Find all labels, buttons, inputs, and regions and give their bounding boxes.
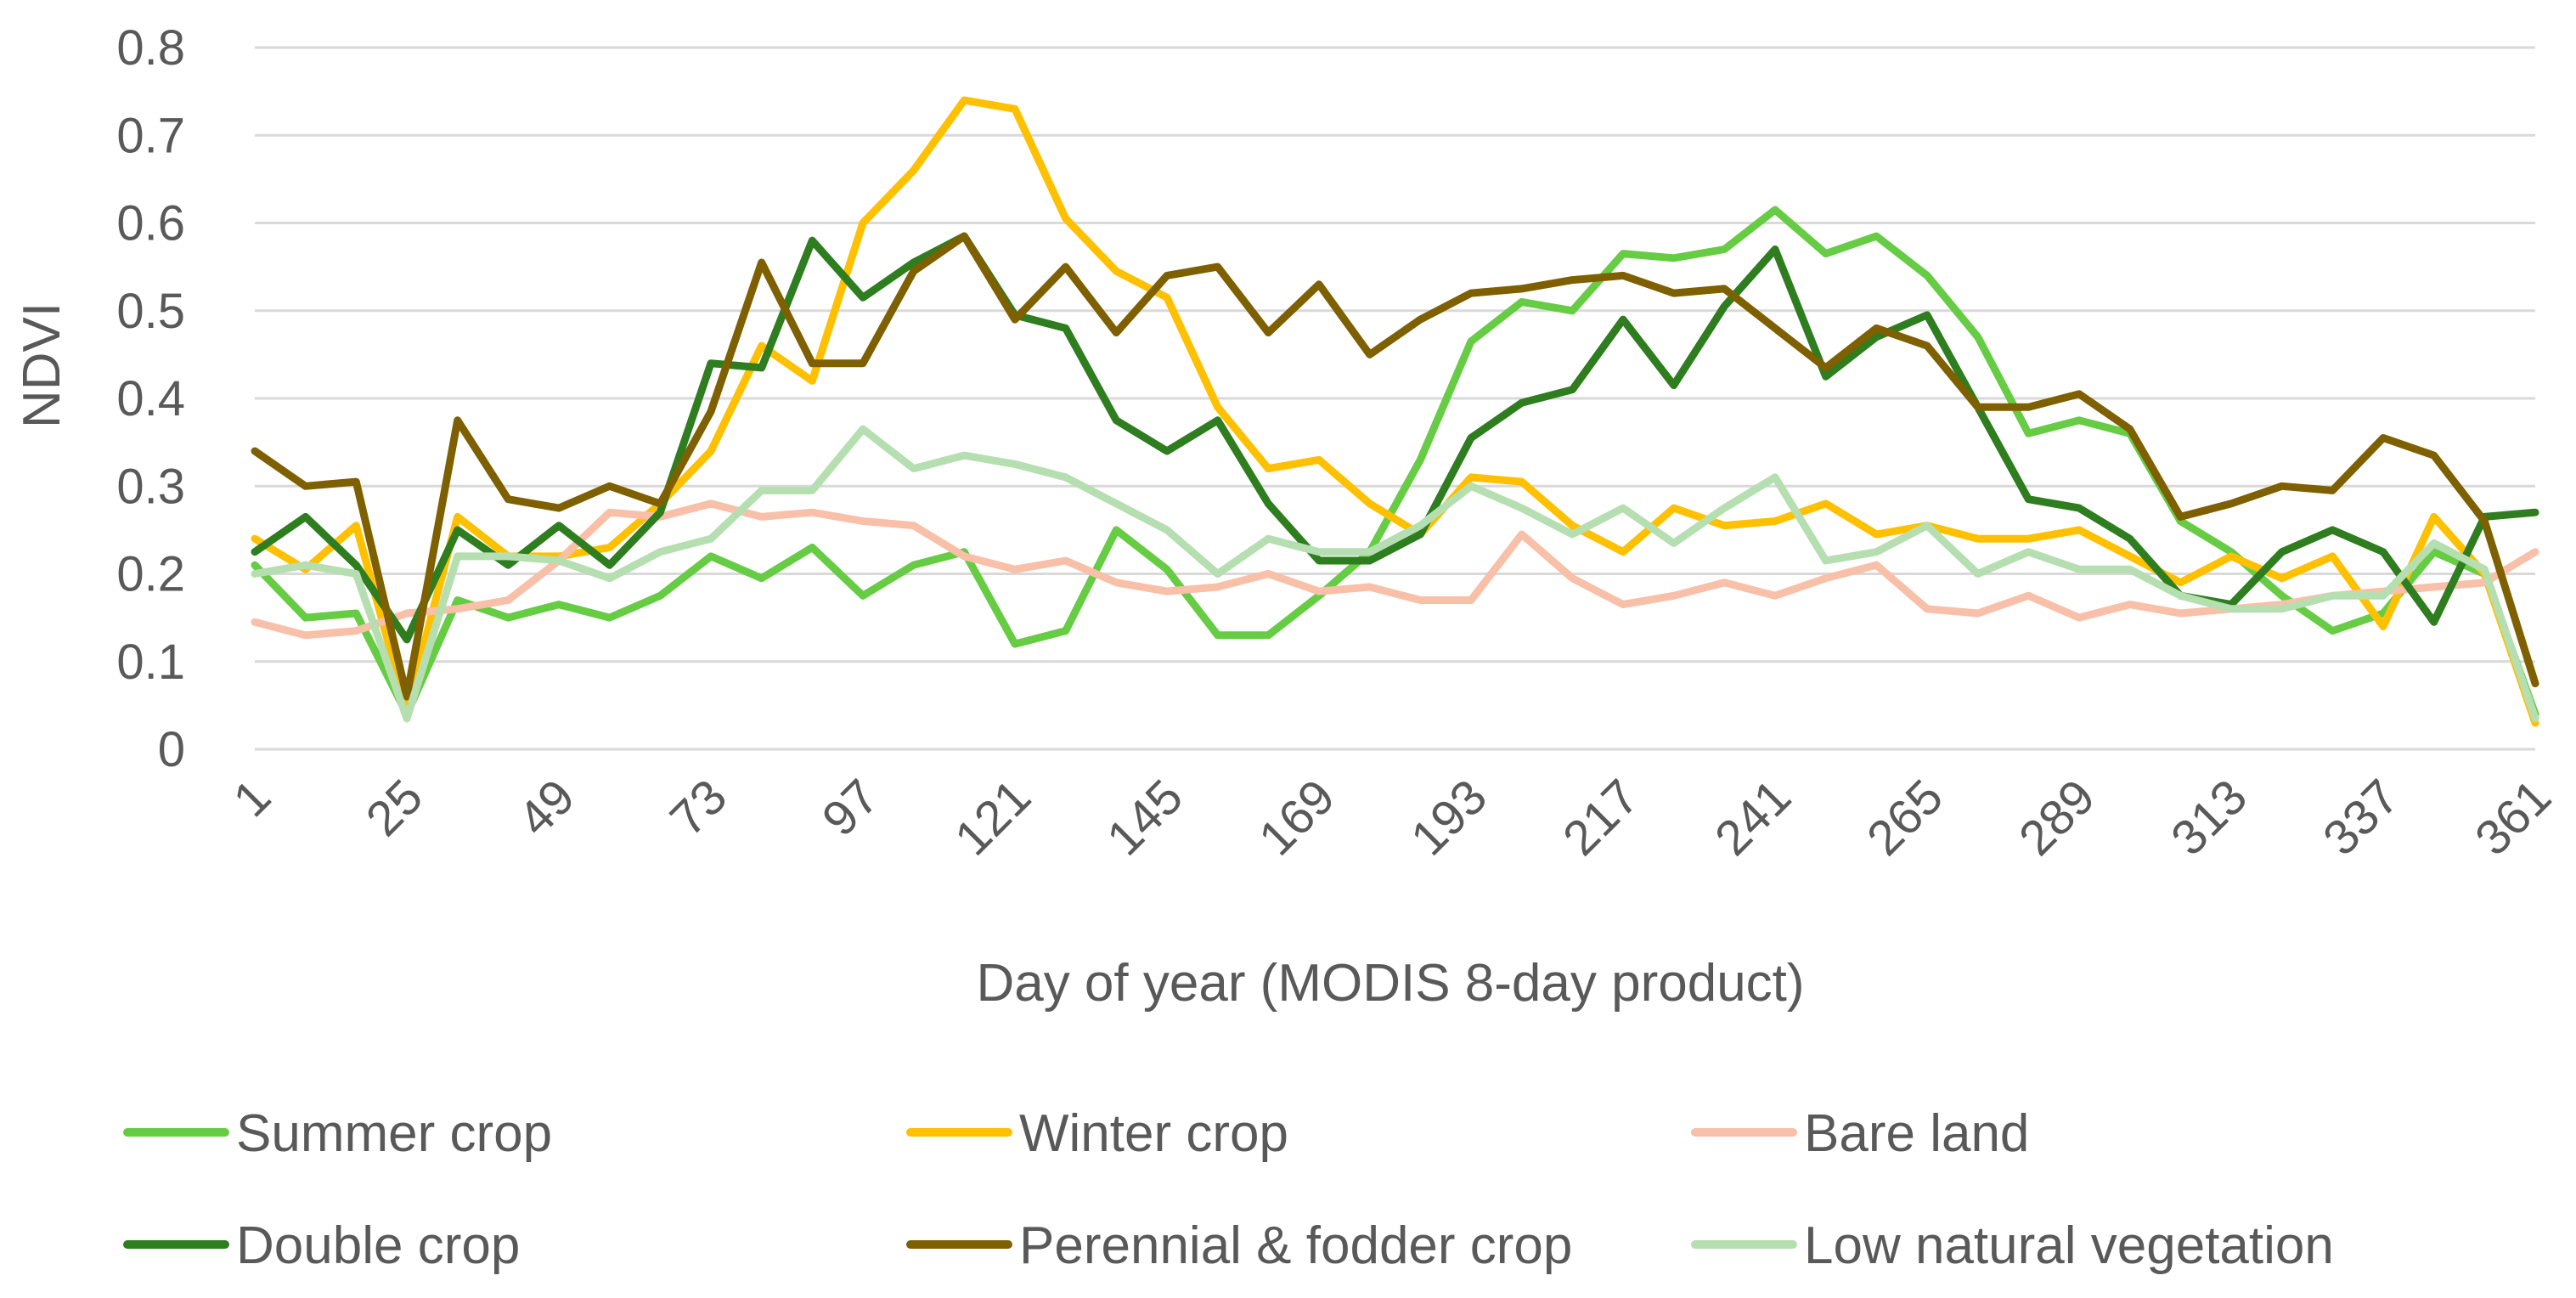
x-tick-label: 361 bbox=[2465, 769, 2562, 866]
x-tick-label: 265 bbox=[1857, 769, 1953, 866]
legend-label: Bare land bbox=[1804, 1104, 2029, 1163]
legend-label: Double crop bbox=[236, 1216, 520, 1275]
x-tick-label: 73 bbox=[660, 769, 738, 847]
y-tick-label: 0.2 bbox=[116, 547, 185, 602]
y-tick-label: 0.8 bbox=[116, 20, 185, 76]
y-tick-label: 0.5 bbox=[116, 284, 185, 339]
y-tick-label: 0 bbox=[158, 722, 185, 777]
x-tick-label: 1 bbox=[223, 769, 281, 827]
series-lines bbox=[251, 96, 2539, 727]
x-tick-label: 193 bbox=[1401, 769, 1497, 866]
y-tick-label: 0.4 bbox=[116, 371, 185, 426]
gridlines bbox=[255, 46, 2535, 751]
x-tick-label: 25 bbox=[356, 769, 434, 847]
x-tick-label: 169 bbox=[1249, 769, 1345, 866]
legend-label: Perennial & fodder crop bbox=[1019, 1216, 1572, 1275]
y-tick-label: 0.3 bbox=[116, 459, 185, 514]
legend-label: Winter crop bbox=[1019, 1104, 1288, 1163]
legend-label: Low natural vegetation bbox=[1804, 1216, 2334, 1275]
legend-label: Summer crop bbox=[236, 1104, 552, 1163]
y-axis-title: NDVI bbox=[13, 302, 71, 428]
x-tick-label: 313 bbox=[2161, 769, 2258, 866]
y-tick-label: 0.1 bbox=[116, 635, 185, 690]
y-tick-labels: 0 0.1 0.2 0.3 0.4 0.5 0.6 0.7 0.8 bbox=[116, 20, 185, 777]
series-line-bare-land bbox=[251, 499, 2539, 640]
x-tick-label: 145 bbox=[1096, 769, 1193, 866]
x-tick-label: 337 bbox=[2313, 769, 2410, 866]
x-tick-label: 49 bbox=[508, 769, 586, 847]
legend: Summer crop Winter crop Bare land Double cr… bbox=[123, 1104, 2334, 1275]
series-line-summer-crop bbox=[251, 206, 2539, 719]
x-tick-label: 241 bbox=[1705, 769, 1801, 866]
x-tick-label: 289 bbox=[2009, 769, 2105, 866]
y-tick-label: 0.7 bbox=[116, 108, 185, 163]
x-tick-label: 217 bbox=[1553, 769, 1649, 866]
series-line-perennial-fodder-crop bbox=[251, 232, 2539, 701]
series-line-double-crop bbox=[251, 232, 2539, 644]
x-tick-label: 97 bbox=[812, 769, 890, 847]
series-line-low-natural-vegetation bbox=[251, 425, 2539, 723]
series-line-winter-crop bbox=[251, 96, 2539, 727]
x-axis-title: Day of year (MODIS 8-day product) bbox=[976, 954, 1804, 1013]
y-tick-label: 0.6 bbox=[116, 196, 185, 251]
x-tick-labels: 1 25 49 73 97 121 145 169 193 217 241 265 289 313 337 3… bbox=[223, 769, 2562, 866]
x-tick-label: 121 bbox=[944, 769, 1041, 866]
